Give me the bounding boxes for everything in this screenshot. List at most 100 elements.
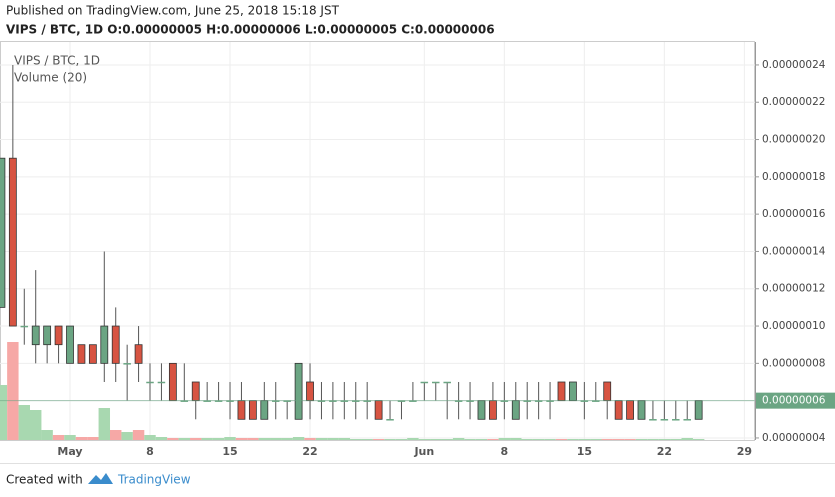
x-tick-label: May <box>57 445 82 458</box>
candle-body <box>626 400 634 420</box>
volume-bar <box>578 439 591 440</box>
candle-body <box>683 419 691 421</box>
candle-body <box>614 400 623 420</box>
volume-bar <box>212 438 225 440</box>
current-price-box <box>756 392 835 409</box>
candle-layer <box>0 64 755 421</box>
candle-body <box>374 400 383 420</box>
volume-bar <box>361 439 373 440</box>
y-tick-label: 0.00000020 <box>762 134 825 146</box>
volume-bar <box>407 438 419 440</box>
candle-body <box>694 400 703 420</box>
published-line: Published on TradingView.com, June 25, 2… <box>6 4 340 18</box>
volume-bar <box>41 430 53 440</box>
candle-body <box>569 381 577 402</box>
candle-body <box>432 381 440 384</box>
volume-bar <box>670 439 682 440</box>
candle-body <box>306 381 314 402</box>
candle-body <box>20 325 29 328</box>
y-tick-label: 0.00000016 <box>762 208 826 220</box>
volume-bar <box>247 438 259 440</box>
volume-bar <box>521 439 533 440</box>
x-tick-label: Jun <box>413 445 434 458</box>
volume-bar <box>544 439 556 440</box>
axis-layer: 0.00000004 0.00000006 0.00000008 0.00000010… <box>57 42 835 458</box>
y-tick-label: 0.00000018 <box>762 171 825 183</box>
symbol-legend: VIPS / BTC, 1D <box>14 54 100 68</box>
volume-bar <box>270 438 282 440</box>
volume-bar <box>0 385 8 440</box>
volume-bar <box>155 437 168 440</box>
volume-bar <box>510 438 522 440</box>
candle-body <box>191 381 200 402</box>
volume-bar <box>441 439 453 440</box>
volume-bar <box>590 439 602 440</box>
candle-body <box>134 344 143 364</box>
x-tick-label: 8 <box>146 445 154 458</box>
candle-body <box>649 419 657 421</box>
volume-bar <box>487 439 499 440</box>
volume-bar <box>235 438 248 440</box>
candle-body <box>168 362 177 402</box>
x-tick-label: 15 <box>577 445 592 458</box>
volume-legend: Volume (20) <box>14 71 87 85</box>
volume-bar <box>18 405 30 440</box>
volume-bar <box>64 435 76 440</box>
volume-bar <box>98 408 111 440</box>
volume-bar <box>532 439 545 440</box>
volume-bar <box>692 439 705 440</box>
volume-bar <box>384 439 396 440</box>
volume-bar <box>224 437 236 440</box>
volume-bar <box>315 438 328 440</box>
brand-name[interactable]: TradingView <box>117 473 191 487</box>
volume-bar <box>178 438 191 440</box>
candle-body <box>0 157 6 308</box>
volume-bar <box>624 439 636 440</box>
volume-bar <box>75 437 88 440</box>
volume-bar <box>635 439 648 440</box>
brand-logo <box>88 473 113 484</box>
volume-bar <box>327 438 339 440</box>
volume-bar <box>338 438 351 440</box>
x-tick-label: 29 <box>737 445 752 458</box>
volume-bar <box>475 439 488 440</box>
candle-body <box>237 400 246 420</box>
volume-bar <box>555 439 568 440</box>
volume-bar <box>292 437 305 440</box>
volume-bar <box>201 438 213 440</box>
x-tick-label: 8 <box>501 445 509 458</box>
candle-body <box>88 344 97 364</box>
candle-body <box>603 381 612 402</box>
volume-layer <box>0 342 705 440</box>
ohlc-header: VIPS / BTC, 1D O:0.00000005 H:0.00000006… <box>6 23 495 37</box>
x-tick-label: 22 <box>302 445 317 458</box>
candle-body <box>100 325 109 364</box>
candle-body <box>443 381 451 384</box>
candle-body <box>248 400 257 420</box>
volume-bar <box>110 430 122 440</box>
volume-bar <box>430 439 442 440</box>
volume-bar <box>7 342 19 440</box>
candle-body <box>660 419 669 421</box>
candle-body <box>557 381 566 402</box>
y-tick-label: 0.00000004 <box>762 432 826 444</box>
candle-body <box>477 400 486 420</box>
volume-bar <box>167 438 179 440</box>
volume-bar <box>132 430 145 440</box>
candle-body <box>294 362 303 420</box>
volume-bar <box>121 432 133 440</box>
y-tick-label: 0.00000010 <box>762 320 825 332</box>
volume-bar <box>658 439 671 440</box>
volume-bar <box>464 439 476 440</box>
candle-body <box>8 157 17 327</box>
y-tick-label: 0.00000008 <box>762 357 825 369</box>
candle-body <box>111 325 120 364</box>
volume-bar <box>87 437 99 440</box>
y-tick-label: 0.00000014 <box>762 245 826 257</box>
candle-body <box>123 363 131 365</box>
candle-body <box>260 400 269 420</box>
candle-body <box>157 381 166 384</box>
volume-bar <box>498 438 511 440</box>
